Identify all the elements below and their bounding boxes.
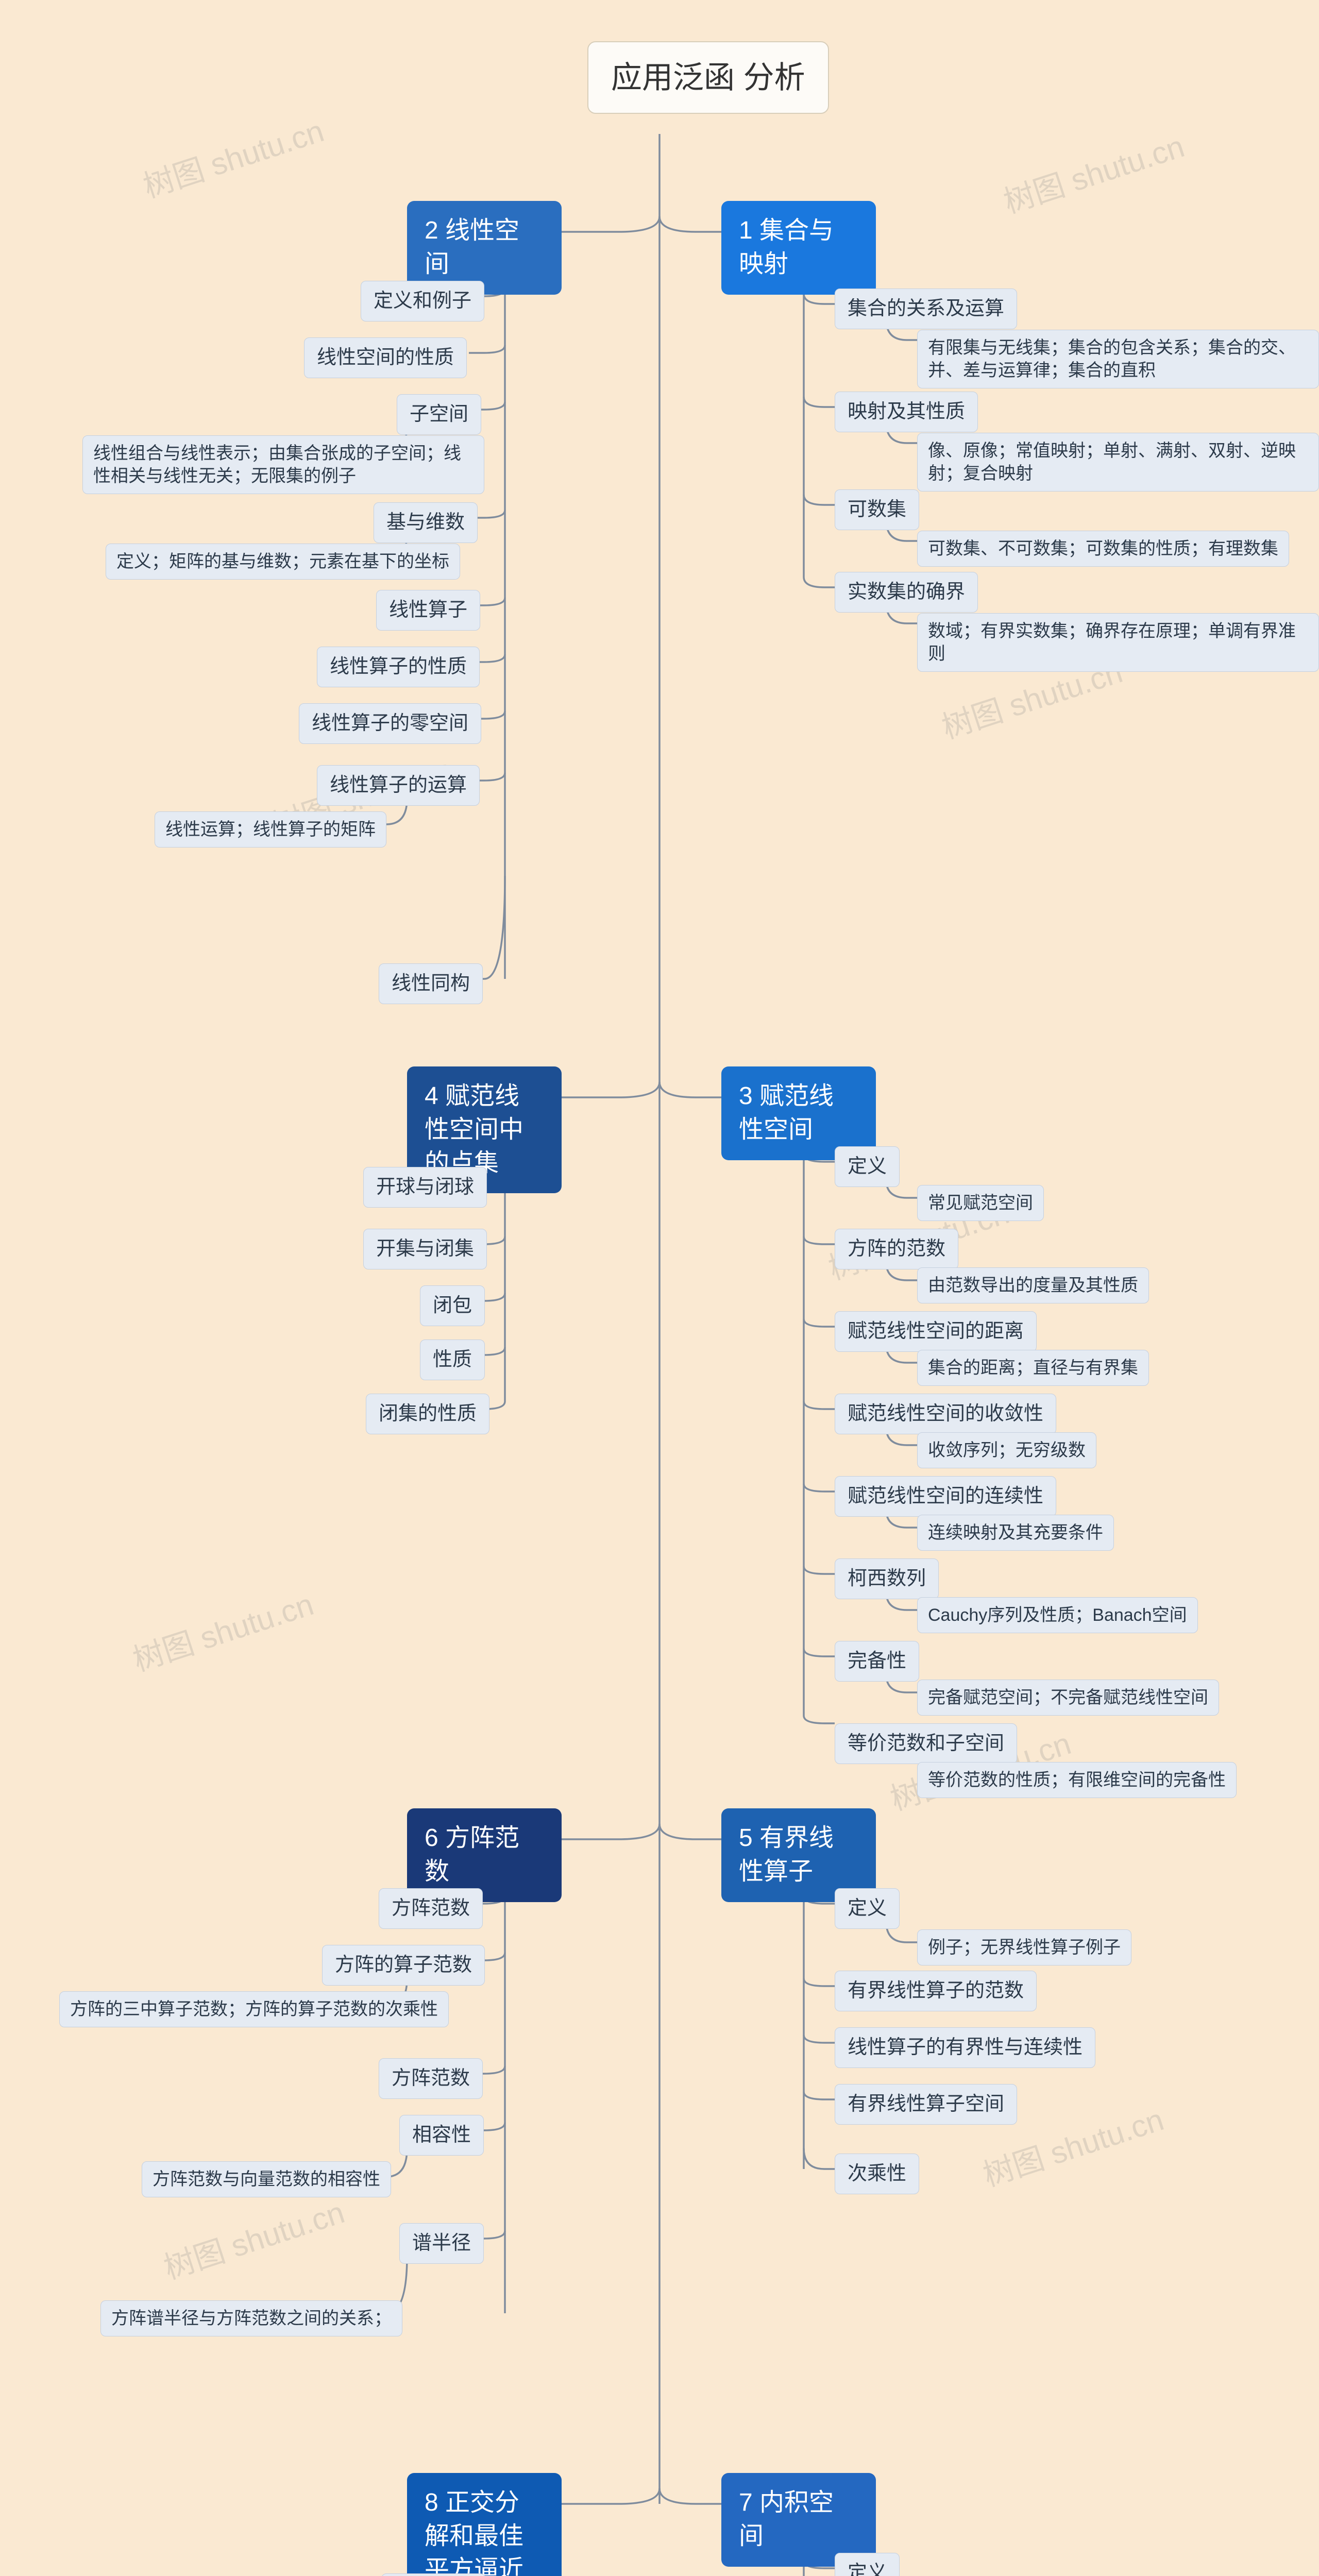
c3-sub-5-detail: Cauchy序列及性质；Banach空间 [917,1597,1198,1633]
c2-sub-8: 线性同构 [379,963,483,1004]
c2-sub-3: 基与维数 [374,502,478,543]
c5-sub-4: 次乘性 [835,2154,919,2194]
chapter-node-8: 8 正交分解和最佳平方逼近 [407,2473,562,2576]
c3-sub-0: 定义 [835,1146,900,1187]
c6-sub-1-detail: 方阵的三中算子范数；方阵的算子范数的次乘性 [59,1991,449,2027]
c6-sub-0: 方阵范数 [379,1888,483,1929]
c3-sub-4-detail: 连续映射及其充要条件 [917,1515,1114,1551]
chapter-node-1: 1 集合与映射 [721,201,876,295]
c2-sub-1: 线性空间的性质 [304,337,467,378]
c3-sub-1-detail: 由范数导出的度量及其性质 [917,1267,1149,1303]
c3-sub-5: 柯西数列 [835,1558,939,1599]
c2-sub-5: 线性算子的性质 [317,647,480,687]
c1-sub-1: 映射及其性质 [835,392,978,432]
c1-sub-2-detail: 可数集、不可数集；可数集的性质；有理数集 [917,531,1289,567]
c5-sub-2: 线性算子的有界性与连续性 [835,2027,1095,2068]
c2-sub-6: 线性算子的零空间 [299,703,481,744]
c6-sub-2: 方阵范数 [379,2058,483,2099]
c7-sub-0: 定义 [835,2553,900,2576]
c1-sub-3-detail: 数域；有界实数集；确界存在原理；单调有界准则 [917,613,1319,672]
c1-sub-0-detail: 有限集与无线集；集合的包含关系；集合的交、并、差与运算律；集合的直积 [917,330,1319,388]
c5-sub-0-detail: 例子；无界线性算子例子 [917,1929,1131,1965]
c1-sub-1-detail: 像、原像；常值映射；单射、满射、双射、逆映射；复合映射 [917,433,1319,492]
c3-sub-3-detail: 收敛序列；无穷级数 [917,1432,1096,1468]
c4-sub-3: 性质 [420,1340,485,1380]
c6-sub-1: 方阵的算子范数 [322,1945,485,1986]
c2-sub-4: 线性算子 [376,590,480,631]
c2-sub-7: 线性算子的运算 [317,765,480,806]
c3-sub-7-detail: 等价范数的性质；有限维空间的完备性 [917,1762,1237,1798]
c2-sub-2: 子空间 [397,394,481,435]
c1-sub-0: 集合的关系及运算 [835,289,1017,329]
c2-sub-0: 定义和例子 [361,281,484,321]
c1-sub-3: 实数集的确界 [835,572,978,613]
c3-sub-4: 赋范线性空间的连续性 [835,1476,1056,1517]
c2-sub-2-detail: 线性组合与线性表示；由集合张成的子空间；线性相关与线性无关；无限集的例子 [82,435,484,494]
c4-sub-4: 闭集的性质 [366,1394,489,1434]
c5-sub-3: 有界线性算子空间 [835,2084,1017,2125]
c2-sub-7-detail: 线性运算；线性算子的矩阵 [155,811,386,848]
c3-sub-2: 赋范线性空间的距离 [835,1311,1037,1352]
c1-sub-2: 可数集 [835,489,919,530]
root-node: 应用泛函 分析 [587,41,829,114]
c3-sub-7: 等价范数和子空间 [835,1723,1017,1764]
c3-sub-3: 赋范线性空间的收敛性 [835,1394,1056,1434]
c3-sub-2-detail: 集合的距离；直径与有界集 [917,1350,1149,1386]
c3-sub-6: 完备性 [835,1641,919,1682]
c6-sub-3: 相容性 [399,2115,484,2156]
c4-sub-1: 开集与闭集 [363,1229,487,1269]
c4-sub-2: 闭包 [420,1285,485,1326]
c3-sub-0-detail: 常见赋范空间 [917,1185,1044,1221]
c6-sub-4-detail: 方阵谱半径与方阵范数之间的关系； [100,2300,402,2336]
c5-sub-0: 定义 [835,1888,900,1929]
c2-sub-3-detail: 定义；矩阵的基与维数；元素在基下的坐标 [106,544,460,580]
c3-sub-1: 方阵的范数 [835,1229,958,1269]
c5-sub-1: 有界线性算子的范数 [835,1971,1037,2011]
c6-sub-4: 谱半径 [399,2223,484,2264]
c3-sub-6-detail: 完备赋范空间；不完备赋范线性空间 [917,1680,1219,1716]
c4-sub-0: 开球与闭球 [363,1167,487,1208]
c8-sub-0: 正交分解 [381,2573,485,2576]
c6-sub-3-detail: 方阵范数与向量范数的相容性 [142,2161,391,2197]
